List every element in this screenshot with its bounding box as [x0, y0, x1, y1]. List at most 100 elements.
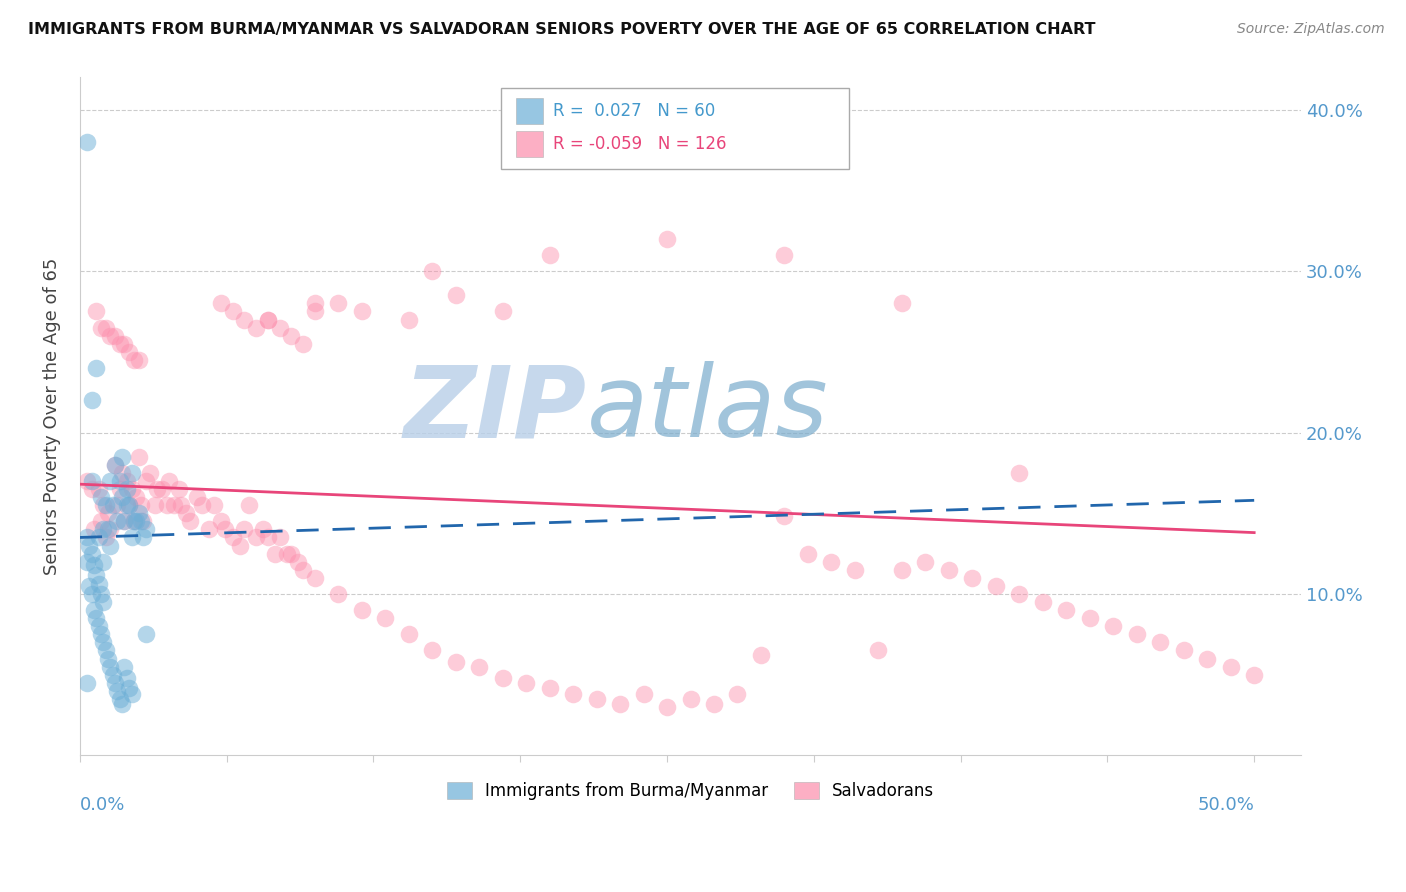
- Point: [93, 595, 115, 609]
- Point: [83, 603, 105, 617]
- Point: [101, 498, 124, 512]
- Point: [107, 683, 129, 698]
- Point: [90, 587, 112, 601]
- Point: [135, 627, 157, 641]
- Point: [890, 296, 912, 310]
- Point: [491, 671, 513, 685]
- Point: [93, 635, 115, 649]
- Y-axis label: Seniors Poverty Over the Age of 65: Seniors Poverty Over the Age of 65: [44, 258, 60, 575]
- Point: [256, 531, 278, 545]
- Point: [93, 522, 115, 536]
- Point: [97, 651, 120, 665]
- Text: R =  0.027   N = 60: R = 0.027 N = 60: [553, 103, 714, 120]
- Point: [1149, 635, 1171, 649]
- Point: [444, 655, 467, 669]
- Point: [291, 336, 314, 351]
- Point: [90, 320, 112, 334]
- Point: [87, 619, 110, 633]
- Bar: [516, 131, 543, 157]
- Point: [291, 563, 314, 577]
- Point: [132, 531, 155, 545]
- Point: [245, 320, 267, 334]
- Point: [538, 681, 561, 695]
- Point: [121, 482, 143, 496]
- Point: [398, 627, 420, 641]
- Point: [84, 361, 107, 376]
- Point: [76, 675, 98, 690]
- Point: [121, 687, 143, 701]
- Point: [797, 547, 820, 561]
- Point: [77, 539, 100, 553]
- Point: [1008, 587, 1031, 601]
- Point: [214, 522, 236, 536]
- Text: Source: ZipAtlas.com: Source: ZipAtlas.com: [1237, 22, 1385, 37]
- Point: [80, 547, 103, 561]
- Point: [221, 304, 243, 318]
- Point: [84, 304, 107, 318]
- Point: [252, 522, 274, 536]
- Point: [287, 555, 309, 569]
- Point: [100, 328, 122, 343]
- Point: [633, 687, 655, 701]
- Point: [80, 482, 103, 496]
- Text: ZIP: ZIP: [404, 361, 586, 458]
- Point: [515, 675, 537, 690]
- Point: [108, 691, 131, 706]
- Point: [94, 643, 117, 657]
- Point: [125, 490, 148, 504]
- Point: [104, 458, 127, 472]
- Point: [115, 498, 138, 512]
- Point: [167, 482, 190, 496]
- Point: [984, 579, 1007, 593]
- Point: [328, 587, 350, 601]
- Point: [114, 514, 136, 528]
- Point: [129, 498, 152, 512]
- Point: [93, 498, 115, 512]
- Point: [304, 296, 326, 310]
- Point: [202, 498, 225, 512]
- Point: [398, 312, 420, 326]
- Point: [80, 587, 103, 601]
- Point: [101, 667, 124, 681]
- Point: [703, 697, 725, 711]
- Point: [84, 611, 107, 625]
- Point: [350, 603, 373, 617]
- Point: [1054, 603, 1077, 617]
- Point: [125, 514, 148, 528]
- Point: [280, 328, 302, 343]
- Point: [191, 498, 214, 512]
- Point: [100, 659, 122, 673]
- Point: [122, 514, 145, 528]
- Point: [156, 498, 179, 512]
- Point: [174, 506, 197, 520]
- Point: [420, 643, 443, 657]
- Point: [100, 539, 122, 553]
- Point: [773, 509, 796, 524]
- Point: [228, 539, 250, 553]
- Point: [269, 531, 291, 545]
- Point: [114, 514, 136, 528]
- Point: [104, 458, 127, 472]
- Point: [104, 675, 127, 690]
- Point: [238, 498, 260, 512]
- Point: [132, 514, 155, 528]
- Point: [727, 687, 749, 701]
- Point: [108, 482, 131, 496]
- Point: [90, 490, 112, 504]
- Point: [83, 522, 105, 536]
- Text: atlas: atlas: [586, 361, 828, 458]
- Point: [157, 474, 180, 488]
- Point: [94, 531, 117, 545]
- Point: [170, 498, 193, 512]
- Point: [179, 514, 201, 528]
- Point: [114, 659, 136, 673]
- FancyBboxPatch shape: [501, 87, 849, 169]
- Point: [679, 691, 702, 706]
- Point: [76, 555, 98, 569]
- Point: [146, 482, 169, 496]
- Point: [143, 498, 166, 512]
- Point: [128, 506, 150, 520]
- Point: [773, 248, 796, 262]
- Point: [328, 296, 350, 310]
- Point: [135, 522, 157, 536]
